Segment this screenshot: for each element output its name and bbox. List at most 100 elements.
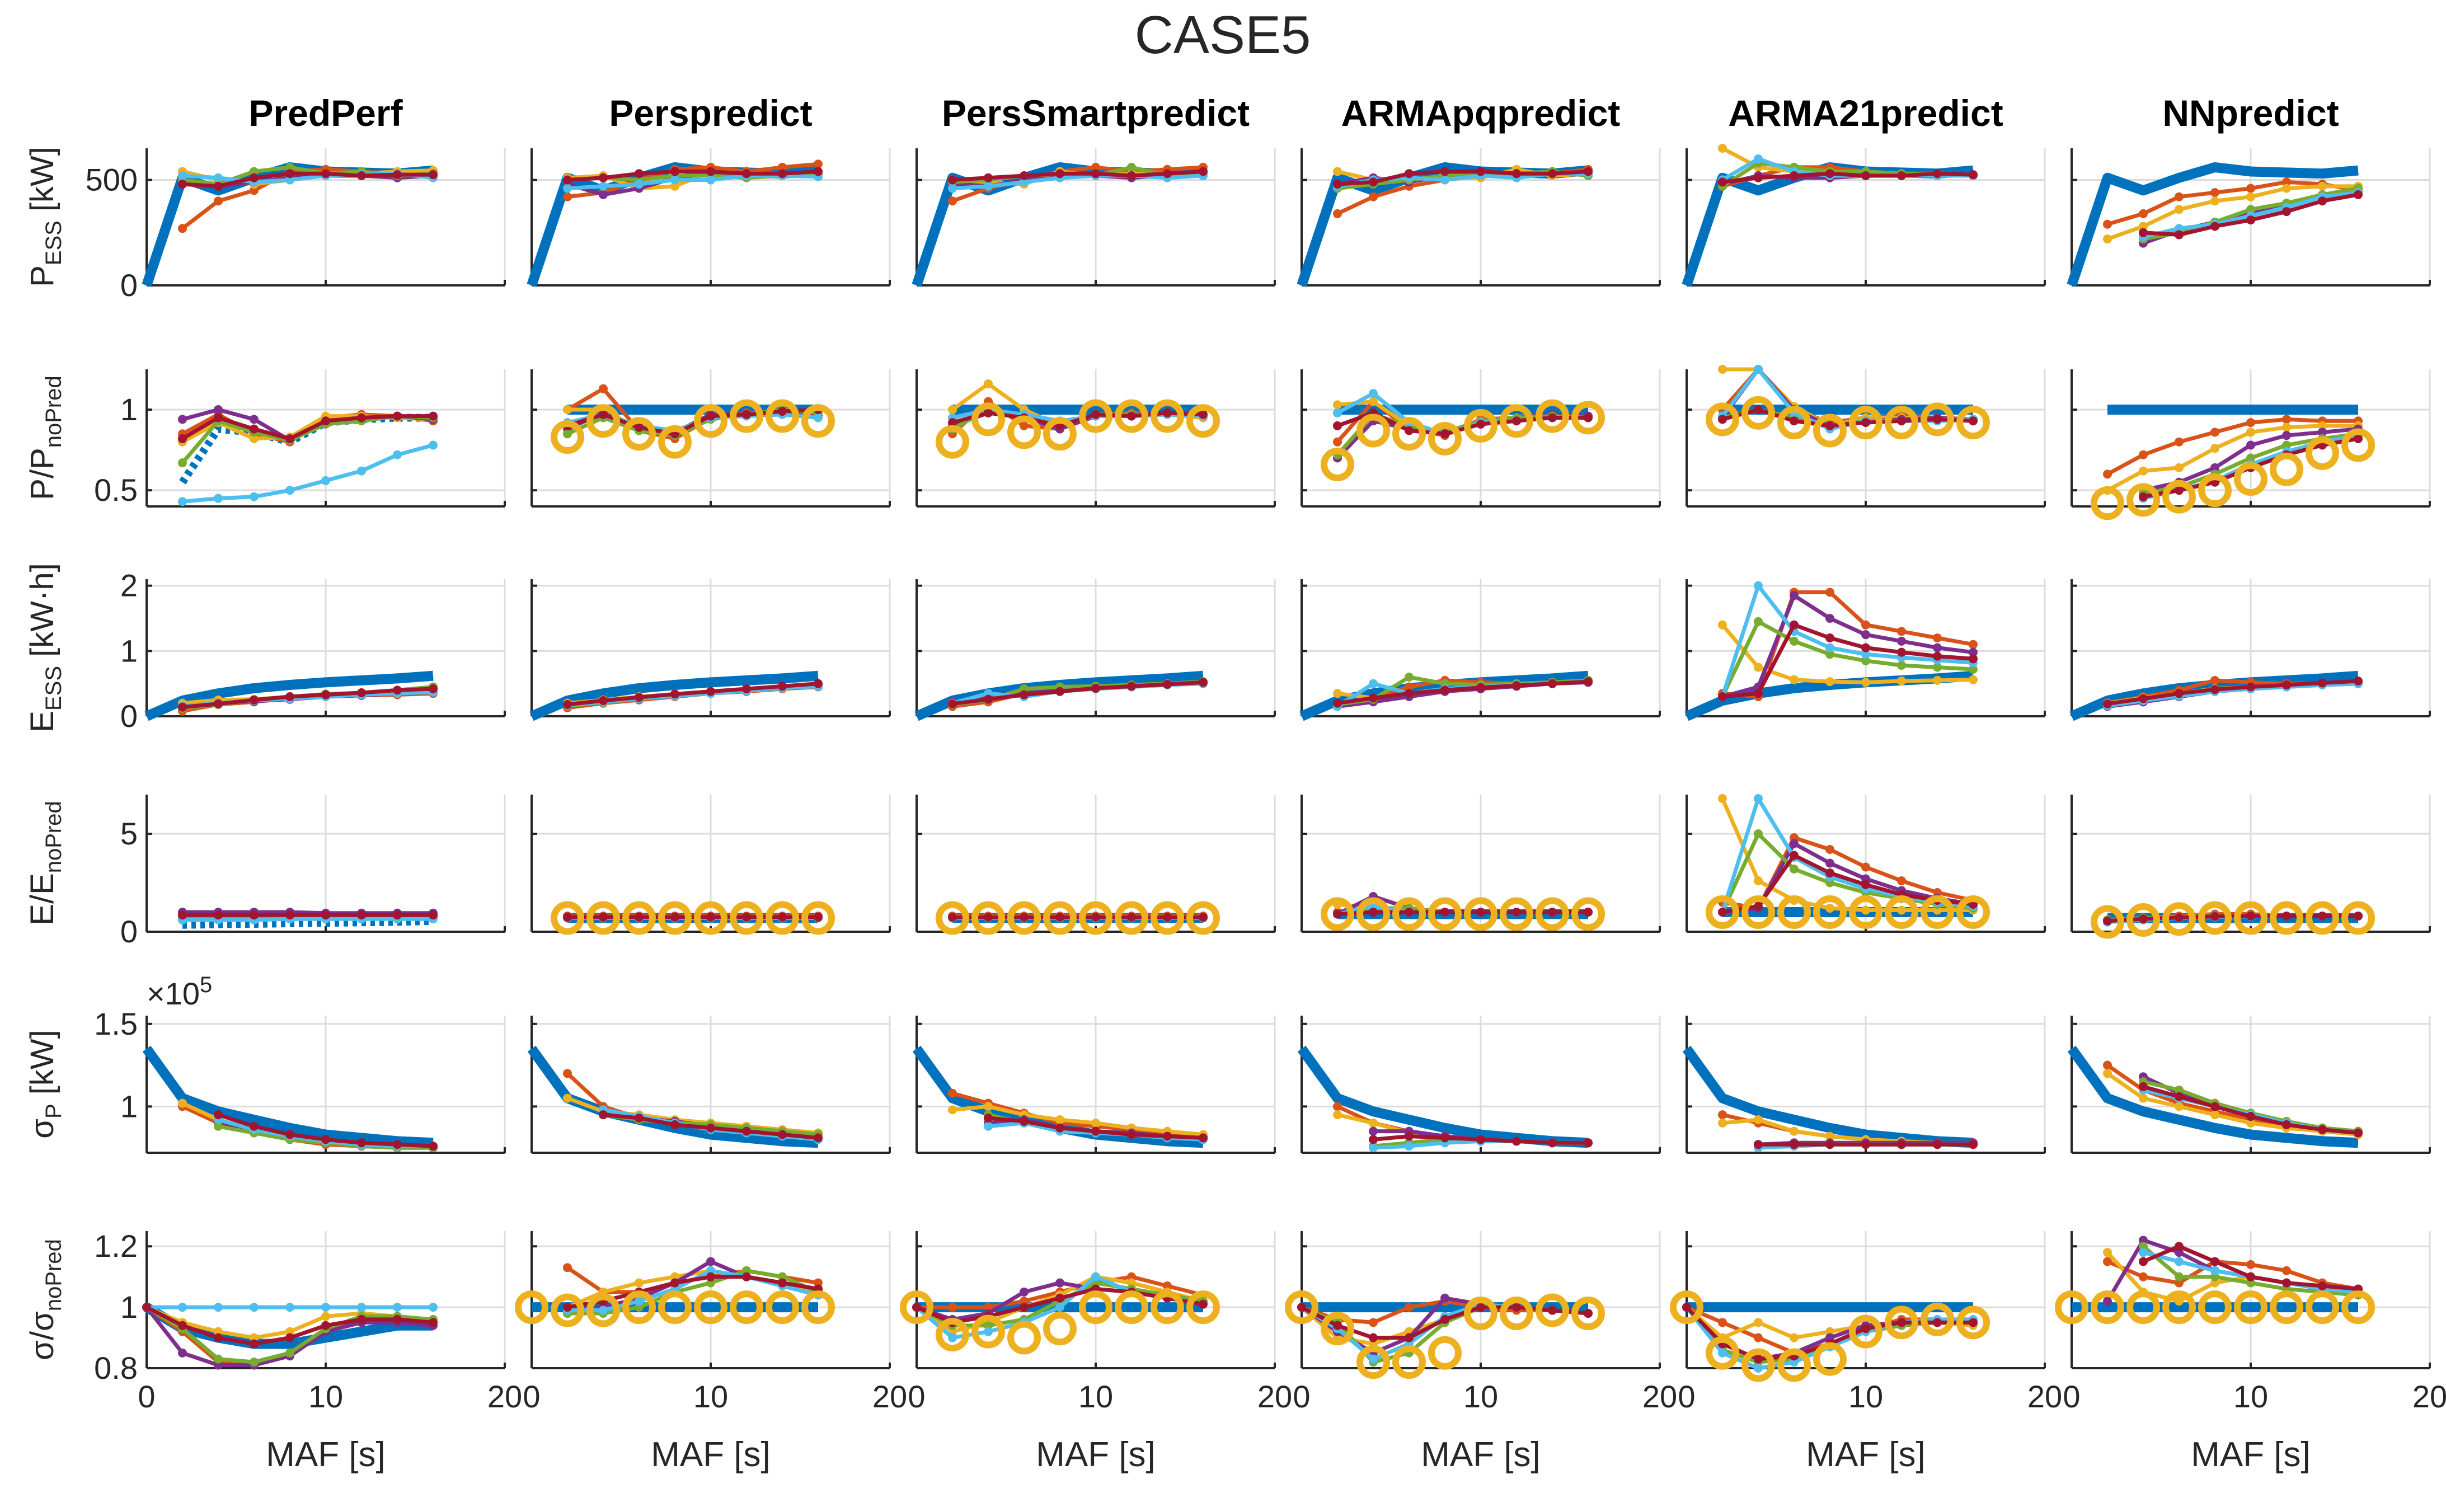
data-point bbox=[599, 696, 608, 705]
data-point bbox=[393, 1303, 402, 1312]
data-point bbox=[1897, 1140, 1906, 1149]
data-point bbox=[706, 687, 715, 696]
data-point bbox=[1476, 167, 1485, 176]
data-series bbox=[567, 162, 819, 199]
data-point bbox=[1055, 1123, 1064, 1133]
circle-marker bbox=[622, 417, 656, 451]
data-point bbox=[2282, 184, 2291, 193]
data-point bbox=[1127, 913, 1136, 922]
data-point bbox=[1754, 901, 1763, 911]
data-point bbox=[1369, 192, 1378, 201]
data-point bbox=[2210, 444, 2219, 453]
circle-marker bbox=[801, 1290, 835, 1325]
grid bbox=[530, 795, 891, 933]
data-point bbox=[2210, 196, 2219, 206]
data-point bbox=[393, 170, 402, 180]
data-point bbox=[250, 186, 259, 195]
data-point bbox=[1476, 420, 1485, 429]
data-point bbox=[1163, 1131, 1172, 1141]
data-point bbox=[1825, 1140, 1834, 1149]
data-point bbox=[1405, 1131, 1414, 1141]
data-point bbox=[1897, 876, 1906, 885]
data-point bbox=[706, 175, 715, 185]
data-series bbox=[567, 682, 819, 707]
data-point bbox=[2210, 1266, 2219, 1275]
data-point bbox=[214, 494, 223, 503]
circle-marker bbox=[1151, 399, 1184, 433]
circle-marker bbox=[1356, 897, 1390, 931]
data-point bbox=[742, 684, 751, 693]
data-point bbox=[250, 492, 259, 501]
circle-marker bbox=[658, 901, 692, 935]
y-tick-label: 1 bbox=[120, 1088, 138, 1124]
data-point bbox=[1790, 675, 1799, 684]
data-point bbox=[1369, 693, 1378, 703]
circle-marker bbox=[766, 399, 799, 433]
data-point bbox=[1718, 620, 1727, 630]
data-point bbox=[2103, 699, 2112, 708]
data-point bbox=[429, 1303, 438, 1312]
data-point bbox=[429, 411, 438, 421]
data-point bbox=[1790, 416, 1799, 426]
data-point bbox=[2103, 916, 2112, 926]
data-point bbox=[1933, 169, 1942, 179]
circle-marker bbox=[1043, 901, 1077, 935]
data-point bbox=[2175, 1092, 2184, 1101]
data-point bbox=[1718, 415, 1727, 424]
data-point bbox=[1969, 640, 1978, 649]
data-point bbox=[1548, 1138, 1557, 1148]
data-point bbox=[1512, 1303, 1521, 1312]
data-point bbox=[285, 692, 294, 701]
data-point bbox=[1861, 171, 1870, 180]
data-point bbox=[285, 434, 294, 443]
y-axis-label: E/EnoPred bbox=[24, 801, 66, 925]
x-axis-label: MAF [s] bbox=[266, 1435, 386, 1474]
circle-marker bbox=[1079, 901, 1112, 935]
data-point bbox=[2139, 228, 2148, 237]
y-axis-label-unit: [kW·h] bbox=[24, 563, 60, 666]
y-axis-label-subscript: ESS bbox=[41, 666, 66, 711]
circle-marker bbox=[1079, 1290, 1112, 1325]
data-point bbox=[1825, 858, 1834, 868]
y-axis-label-unit: [kW] bbox=[24, 147, 60, 220]
data-point bbox=[1718, 144, 1727, 153]
panel bbox=[530, 795, 891, 935]
circle-marker bbox=[1285, 1290, 1318, 1325]
data-point bbox=[912, 1303, 921, 1312]
data-point bbox=[1440, 685, 1449, 695]
y-axis-label: σ/σnoPred bbox=[24, 1239, 66, 1360]
data-point bbox=[948, 1088, 957, 1098]
data-point bbox=[1091, 162, 1100, 172]
data-point bbox=[1020, 421, 1029, 430]
data-point bbox=[429, 684, 438, 693]
data-point bbox=[599, 913, 608, 922]
circle-marker bbox=[2341, 428, 2375, 462]
circle-marker bbox=[2270, 1290, 2303, 1325]
grid bbox=[916, 795, 1276, 933]
data-series bbox=[1722, 623, 1974, 699]
data-point bbox=[1754, 1318, 1763, 1327]
circle-marker bbox=[2198, 473, 2232, 508]
data-point bbox=[2282, 912, 2291, 921]
data-point bbox=[393, 1140, 402, 1149]
panel bbox=[2067, 1016, 2431, 1154]
data-point bbox=[1825, 1131, 1834, 1141]
data-point bbox=[1969, 675, 1978, 684]
data-point bbox=[1861, 1324, 1870, 1333]
data-point bbox=[250, 1339, 259, 1349]
data-point bbox=[2282, 431, 2291, 440]
data-series bbox=[1337, 910, 1588, 916]
data-point bbox=[2103, 1248, 2112, 1257]
panel bbox=[529, 579, 891, 721]
data-point bbox=[1754, 1333, 1763, 1342]
data-series bbox=[2106, 184, 2358, 241]
data-point bbox=[2139, 450, 2148, 459]
data-point bbox=[357, 1314, 366, 1324]
data-point bbox=[1405, 689, 1414, 698]
data-point bbox=[1512, 1137, 1521, 1146]
grid bbox=[2071, 1231, 2431, 1369]
y-tick-label: 5 bbox=[120, 816, 138, 851]
data-point bbox=[1199, 410, 1208, 419]
data-point bbox=[1548, 413, 1557, 422]
data-point bbox=[1584, 677, 1593, 687]
